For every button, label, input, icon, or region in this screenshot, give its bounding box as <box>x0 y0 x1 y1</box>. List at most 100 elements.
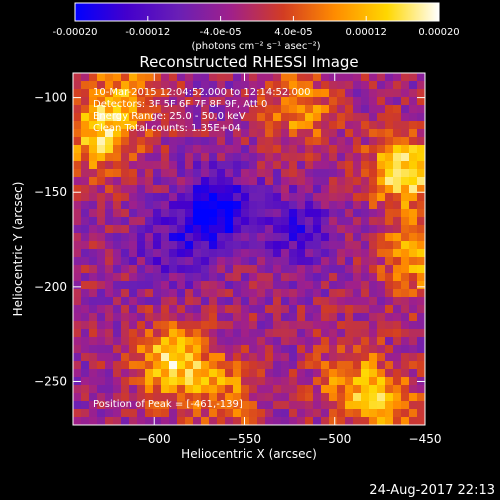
heatmap-cell <box>305 145 314 154</box>
heatmap-cell <box>337 241 346 250</box>
heatmap-cell <box>313 257 322 266</box>
heatmap-cell <box>161 273 170 282</box>
heatmap-cell <box>345 185 354 194</box>
heatmap-cell <box>201 393 210 402</box>
heatmap-cell <box>377 137 386 146</box>
heatmap-cell <box>393 193 402 202</box>
heatmap-cell <box>321 225 330 234</box>
heatmap-cell <box>169 193 178 202</box>
heatmap-cell <box>129 241 138 250</box>
heatmap-cell <box>337 393 346 402</box>
heatmap-cell <box>377 89 386 98</box>
heatmap-cell <box>329 289 338 298</box>
heatmap-cell <box>129 337 138 346</box>
heatmap-cell <box>185 241 194 250</box>
heatmap-cell <box>225 89 234 98</box>
heatmap-cell <box>185 161 194 170</box>
heatmap-cell <box>409 161 418 170</box>
heatmap-cell <box>345 377 354 386</box>
heatmap-cell <box>73 409 82 418</box>
heatmap-cell <box>177 353 186 362</box>
heatmap-cell <box>409 409 418 418</box>
heatmap-cell <box>321 409 330 418</box>
heatmap-cell <box>121 377 130 386</box>
heatmap-cell <box>105 385 114 394</box>
heatmap-cell <box>369 265 378 274</box>
heatmap-cell <box>161 409 170 418</box>
heatmap-cell <box>273 289 282 298</box>
heatmap-cell <box>97 137 106 146</box>
heatmap-cell <box>281 305 290 314</box>
heatmap-cell <box>121 97 130 106</box>
heatmap-cell <box>401 129 410 138</box>
heatmap-cell <box>113 281 122 290</box>
heatmap-cell <box>153 233 162 242</box>
heatmap-cell <box>145 73 154 82</box>
heatmap-cell <box>369 121 378 130</box>
heatmap-cell <box>321 385 330 394</box>
heatmap-cell <box>313 97 322 106</box>
heatmap-cell <box>313 193 322 202</box>
heatmap-cell <box>257 241 266 250</box>
heatmap-cell <box>377 313 386 322</box>
heatmap-cell <box>393 185 402 194</box>
heatmap-cell <box>193 401 202 410</box>
heatmap-cell <box>201 409 210 418</box>
heatmap-cell <box>417 169 425 178</box>
heatmap-cell <box>377 97 386 106</box>
heatmap-cell <box>185 417 194 425</box>
heatmap-cell <box>281 105 290 114</box>
heatmap-cell <box>233 369 242 378</box>
heatmap-cell <box>409 105 418 114</box>
heatmap-cell <box>153 281 162 290</box>
heatmap-cell <box>233 177 242 186</box>
heatmap-cell <box>233 273 242 282</box>
heatmap-cell <box>89 113 98 122</box>
heatmap-cell <box>161 313 170 322</box>
heatmap-cell <box>225 185 234 194</box>
heatmap-cell <box>209 289 218 298</box>
heatmap-cell <box>273 177 282 186</box>
heatmap-cell <box>161 81 170 90</box>
heatmap-cell <box>265 313 274 322</box>
heatmap-cell <box>265 105 274 114</box>
heatmap-cell <box>385 153 394 162</box>
heatmap-cell <box>105 289 114 298</box>
heatmap-cell <box>409 361 418 370</box>
heatmap-cell <box>161 249 170 258</box>
heatmap-cell <box>225 401 234 410</box>
heatmap-cell <box>321 81 330 90</box>
heatmap-cell <box>361 137 370 146</box>
heatmap-cell <box>265 353 274 362</box>
heatmap-cell <box>113 185 122 194</box>
heatmap-cell <box>169 145 178 154</box>
heatmap-cell <box>401 185 410 194</box>
heatmap-cell <box>377 169 386 178</box>
heatmap-cell <box>201 289 210 298</box>
heatmap-cell <box>409 393 418 402</box>
heatmap-cell <box>121 169 130 178</box>
heatmap-cell <box>217 249 226 258</box>
heatmap-cell <box>289 361 298 370</box>
heatmap-cell <box>401 409 410 418</box>
heatmap-cell <box>81 281 90 290</box>
heatmap-cell <box>193 209 202 218</box>
heatmap-cell <box>329 361 338 370</box>
heatmap-cell <box>401 297 410 306</box>
heatmap-cell <box>113 169 122 178</box>
y-tick-label: −250 <box>34 374 67 388</box>
heatmap-cell <box>249 97 258 106</box>
heatmap-cell <box>97 281 106 290</box>
x-tick-label: −450 <box>409 432 442 446</box>
heatmap-cell <box>369 185 378 194</box>
heatmap-cell <box>321 121 330 130</box>
heatmap-cell <box>89 233 98 242</box>
heatmap-cell <box>121 329 130 338</box>
annotation-detectors: Detectors: 3F 5F 6F 7F 8F 9F, Att 0 <box>93 99 267 110</box>
heatmap-cell <box>89 137 98 146</box>
heatmap-cell <box>249 225 258 234</box>
heatmap-cell <box>217 121 226 130</box>
heatmap-cell <box>89 177 98 186</box>
heatmap-cell <box>81 193 90 202</box>
heatmap-cell <box>305 337 314 346</box>
